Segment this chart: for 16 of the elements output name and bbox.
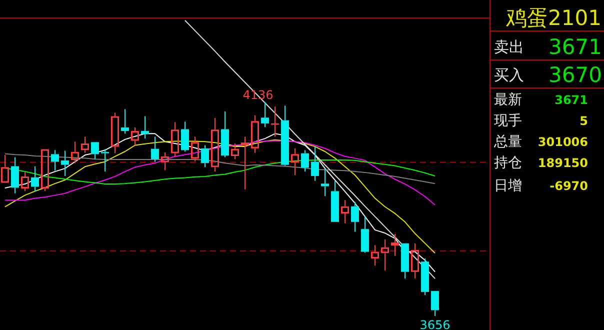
text: 最新 xyxy=(494,92,522,108)
annotation: 3656 xyxy=(420,318,450,330)
text: 3671 xyxy=(554,93,588,107)
text: 持仓 xyxy=(494,155,522,171)
text: 189150 xyxy=(538,156,588,170)
text: 鸡蛋2101 xyxy=(505,6,602,30)
text: 3671 xyxy=(548,35,602,59)
text: 301006 xyxy=(538,135,588,149)
text: 卖出 xyxy=(494,38,524,56)
text: 总量 xyxy=(493,134,522,150)
text: 5 xyxy=(580,114,588,128)
text: 现手 xyxy=(494,113,522,129)
text: 买入 xyxy=(494,66,524,84)
text: 日增 xyxy=(494,178,522,194)
text: -6970 xyxy=(550,179,588,193)
text: 3670 xyxy=(548,63,602,87)
